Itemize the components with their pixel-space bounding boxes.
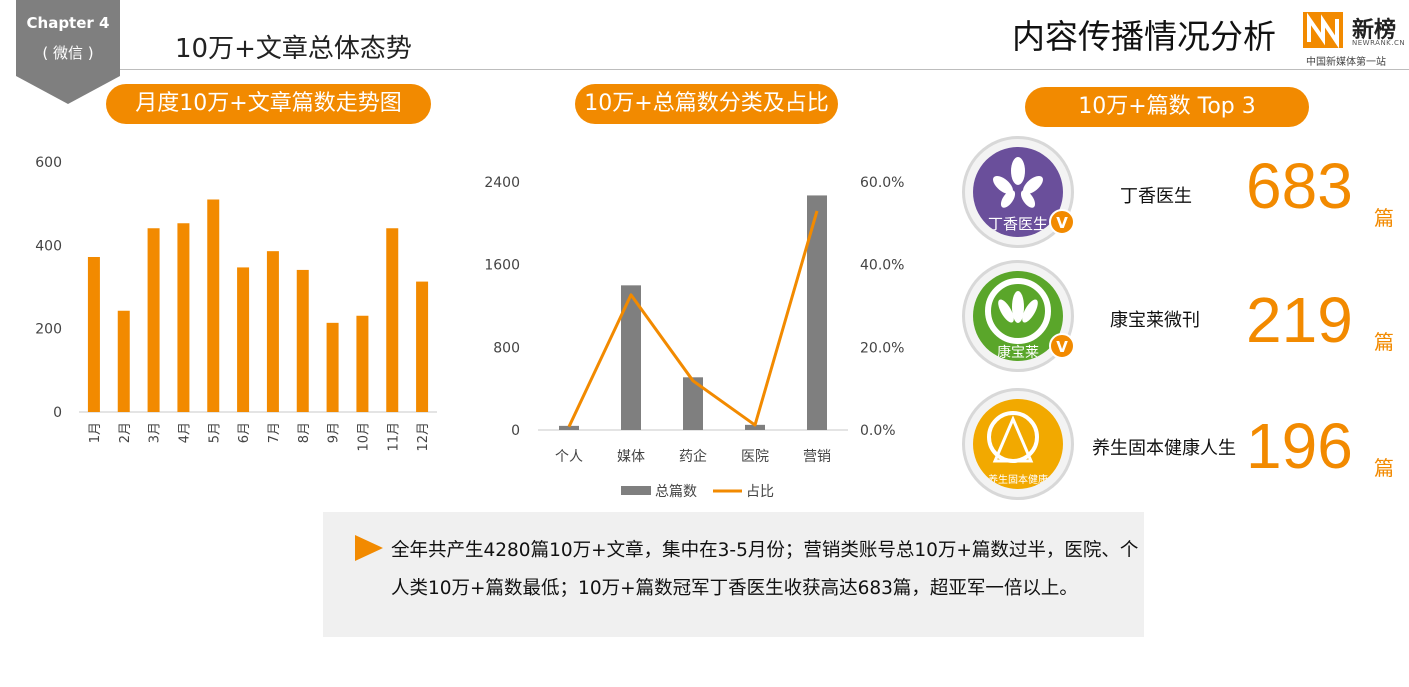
x-tick-label: 5月: [207, 422, 222, 443]
x-tick-label: 9月: [327, 422, 342, 443]
bar: [237, 267, 250, 412]
account-name: 养生固本健康人生: [1092, 438, 1236, 459]
bar: [147, 228, 160, 412]
section-title: 内容传播情况分析: [1012, 17, 1276, 56]
y-tick-label: 400: [35, 238, 62, 254]
avatar-text: 康宝莱: [997, 344, 1039, 361]
bar: [177, 223, 190, 412]
avatar-text: 丁香医生: [988, 215, 1048, 233]
y-tick-label: 0: [511, 423, 520, 439]
y-tick-label: 800: [493, 340, 520, 356]
monthly-chart-label: 月度10万+文章篇数走势图: [106, 84, 431, 124]
x-tick-label: 12月: [416, 422, 431, 452]
y-tick-label: 1600: [484, 258, 520, 274]
account-name: 康宝莱微刊: [1110, 310, 1200, 331]
bar: [117, 310, 130, 412]
legend-label: 总篇数: [655, 484, 697, 500]
bar: [356, 315, 369, 412]
y2-tick-label: 20.0%: [860, 340, 904, 356]
flower-logo-icon: 丁香医生: [988, 157, 1048, 233]
account-count: 219: [1246, 284, 1353, 356]
bar: [386, 228, 399, 412]
account-name: 丁香医生: [1120, 186, 1192, 207]
y-tick-label: 2400: [484, 175, 520, 191]
logo-domain: NEWRANK.CN: [1352, 39, 1406, 47]
x-tick-label: 11月: [386, 422, 401, 452]
x-tick-label: 媒体: [617, 449, 645, 465]
bar: [326, 322, 339, 412]
chapter-tab: [16, 0, 120, 104]
monthly-bar-chart: 0 200 400 600 1月 2月 3月 4月 5月 6月 7月 8月 9月 10月 11月 12月: [35, 155, 437, 452]
bar: [207, 199, 220, 412]
y-tick-label: 600: [35, 155, 62, 171]
avatar-kangbaolai: 康宝莱 V: [962, 260, 1075, 372]
chapter-title: Chapter 4: [26, 14, 110, 32]
avatar-text: 养生固本健康: [988, 473, 1048, 486]
leaf-logo-icon: 康宝莱: [985, 278, 1051, 361]
y-tick-label: 200: [35, 322, 62, 338]
bar: [296, 269, 309, 412]
avatar-yangsheng: 养生固本健康: [962, 388, 1074, 500]
chapter-subtitle: ( 微信 ): [42, 44, 94, 62]
x-tick-label: 6月: [237, 422, 252, 443]
account-unit: 篇: [1374, 456, 1394, 480]
bar: [559, 425, 579, 430]
bar: [621, 285, 641, 430]
bar: [416, 281, 429, 412]
y2-tick-label: 40.0%: [860, 258, 904, 274]
account-count: 683: [1246, 150, 1353, 222]
top3-label: 10万+篇数 Top 3: [1025, 87, 1309, 127]
herbal-logo-icon: 养生固本健康: [987, 411, 1048, 486]
category-chart-label: 10万+总篇数分类及占比: [575, 84, 838, 124]
x-tick-label: 10月: [356, 422, 371, 452]
summary-text: 全年共产生4280篇10万+文章，集中在3-5月份；营销类账号总10万+篇数过半…: [391, 540, 1139, 599]
account-count: 196: [1246, 410, 1353, 482]
x-tick-label: 药企: [679, 448, 707, 465]
bar: [87, 257, 100, 412]
verified-badge-icon: V: [1049, 333, 1075, 359]
verified-badge-icon: V: [1049, 209, 1075, 235]
x-tick-label: 4月: [177, 422, 192, 443]
logo-slogan: 中国新媒体第一站: [1306, 57, 1386, 68]
legend-label: 占比: [746, 484, 774, 500]
series-line: [567, 210, 819, 428]
logo-name: 新榜: [1352, 18, 1397, 43]
legend-swatch-bar: [621, 486, 651, 495]
page-title: 10万+文章总体态势: [175, 34, 412, 64]
newrank-logo-icon: [1303, 12, 1343, 48]
y2-tick-label: 0.0%: [860, 423, 896, 439]
avatar-dingxiang: 丁香医生 V: [962, 136, 1075, 248]
x-tick-label: 7月: [267, 422, 282, 443]
x-tick-label: 2月: [118, 422, 133, 443]
category-combo-chart: 0 800 1600 2400 0.0% 20.0% 40.0% 60.0% 个人 媒体 药企 医院 营…: [484, 175, 904, 500]
header-divider: [120, 69, 1409, 70]
x-tick-label: 1月: [88, 422, 103, 443]
bar: [266, 251, 279, 412]
account-unit: 篇: [1374, 206, 1394, 230]
summary-box: [323, 512, 1144, 637]
x-tick-label: 医院: [741, 449, 769, 465]
x-tick-label: 8月: [297, 422, 312, 443]
y-tick-label: 0: [53, 405, 62, 421]
bar: [683, 377, 703, 430]
x-tick-label: 3月: [148, 422, 163, 443]
y2-tick-label: 60.0%: [860, 175, 904, 191]
x-tick-label: 营销: [803, 449, 831, 465]
play-arrow-icon: [355, 535, 383, 561]
bar: [807, 195, 827, 430]
x-tick-label: 个人: [555, 449, 583, 465]
account-unit: 篇: [1374, 330, 1394, 354]
bar: [745, 424, 765, 430]
